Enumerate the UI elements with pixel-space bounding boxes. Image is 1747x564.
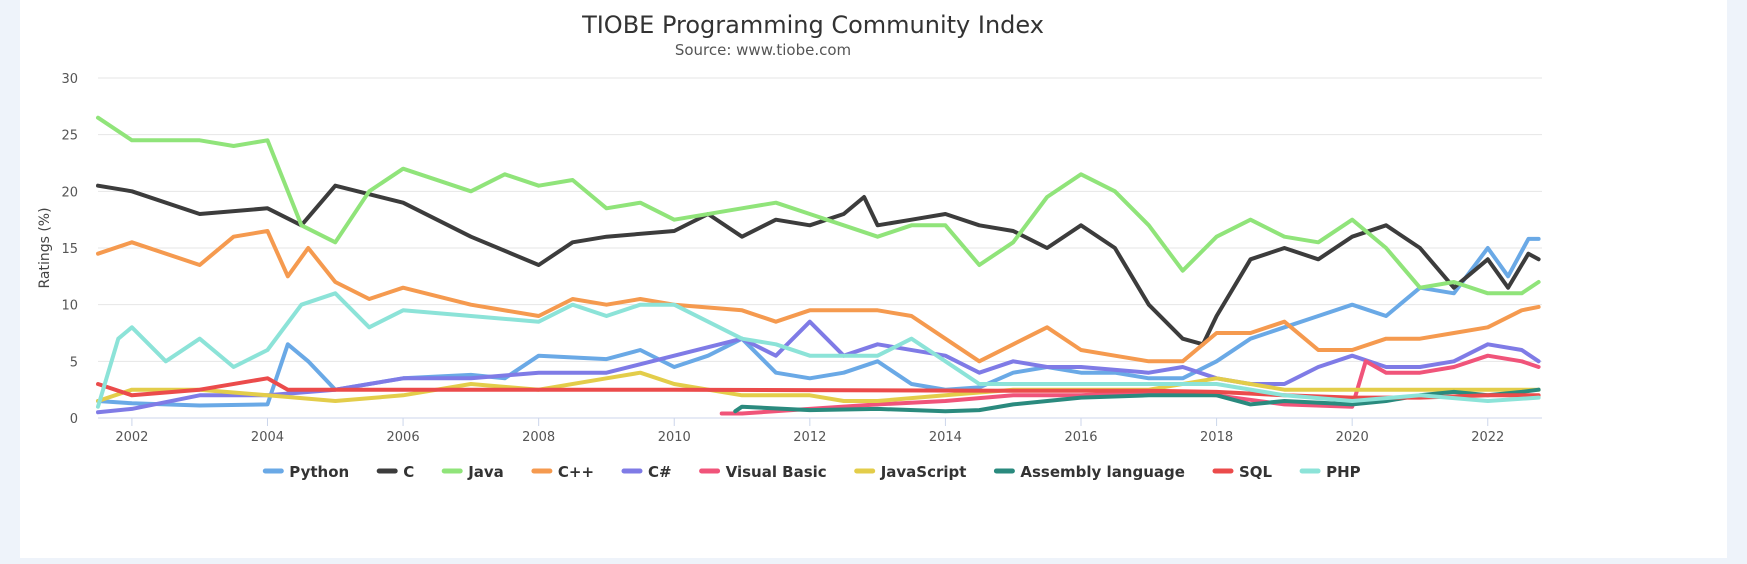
series-line-c[interactable] <box>96 183 1541 347</box>
series-lines <box>96 115 1541 416</box>
legend-item-assembly-language[interactable]: Assembly language <box>993 463 1185 481</box>
legend-item-c-[interactable]: C# <box>621 463 672 481</box>
series-line-c-[interactable] <box>96 319 1541 415</box>
x-tick-label: 2008 <box>522 430 555 445</box>
y-axis-title: Ratings (%) <box>37 207 53 288</box>
x-tick-label: 2022 <box>1471 430 1504 445</box>
legend-item-java[interactable]: Java <box>441 463 504 481</box>
x-tick-label: 2006 <box>387 430 420 445</box>
y-tick-label: 30 <box>61 72 78 87</box>
legend-label: JavaScript <box>880 463 967 481</box>
chart-subtitle: Source: www.tiobe.com <box>675 41 851 59</box>
series-line-python[interactable] <box>96 236 1541 408</box>
grid-lines <box>98 77 1542 362</box>
legend-label: C++ <box>558 463 594 481</box>
x-tick-label: 2002 <box>115 430 148 445</box>
series-line-php[interactable] <box>96 291 1541 409</box>
legend-item-javascript[interactable]: JavaScript <box>854 463 967 481</box>
legend-label: SQL <box>1239 463 1273 481</box>
x-axis-ticks: 2002 2004 2006 2008 2010 2012 2014 2016 2018 2020… <box>115 418 1504 445</box>
y-tick-label: 20 <box>61 185 78 200</box>
legend-label: Assembly language <box>1020 463 1185 481</box>
y-axis-ticks: 0 5 10 15 20 25 30 <box>61 72 78 427</box>
series-line-assembly-language[interactable] <box>733 387 1541 414</box>
legend-item-php[interactable]: PHP <box>1299 463 1361 481</box>
y-tick-label: 25 <box>61 129 78 144</box>
legend-item-c-[interactable]: C++ <box>531 463 594 481</box>
legend-item-sql[interactable]: SQL <box>1212 463 1273 481</box>
chart-card: TIOBE Programming Community Index Source… <box>20 0 1727 558</box>
legend-label: C# <box>648 463 672 481</box>
legend-item-visual-basic[interactable]: Visual Basic <box>699 463 827 481</box>
y-tick-label: 15 <box>61 242 78 257</box>
legend-label: Java <box>467 463 504 481</box>
series-line-java[interactable] <box>96 115 1541 296</box>
x-tick-label: 2020 <box>1336 430 1369 445</box>
x-tick-label: 2018 <box>1200 430 1233 445</box>
line-chart: TIOBE Programming Community Index Source… <box>37 11 1542 481</box>
series-line-c-[interactable] <box>96 229 1541 364</box>
legend-label: Python <box>289 463 349 481</box>
series-line-javascript[interactable] <box>96 370 1541 403</box>
y-tick-label: 5 <box>70 355 78 370</box>
legend-item-c[interactable]: C <box>376 463 414 481</box>
y-tick-label: 10 <box>61 299 78 314</box>
legend-label: Visual Basic <box>726 463 827 481</box>
y-tick-label: 0 <box>70 412 78 427</box>
x-tick-label: 2014 <box>929 430 962 445</box>
series-line-visual-basic[interactable] <box>719 353 1541 416</box>
x-tick-label: 2016 <box>1064 430 1097 445</box>
x-tick-label: 2004 <box>251 430 284 445</box>
x-tick-label: 2010 <box>658 430 691 445</box>
legend-label: C <box>403 463 414 481</box>
legend-label: PHP <box>1326 463 1361 481</box>
legend-item-python[interactable]: Python <box>262 463 349 481</box>
x-tick-label: 2012 <box>793 430 826 445</box>
legend: Python C Java C++ C# Visual Basic JavaScript As… <box>262 463 1361 481</box>
chart-title: TIOBE Programming Community Index <box>581 11 1044 39</box>
